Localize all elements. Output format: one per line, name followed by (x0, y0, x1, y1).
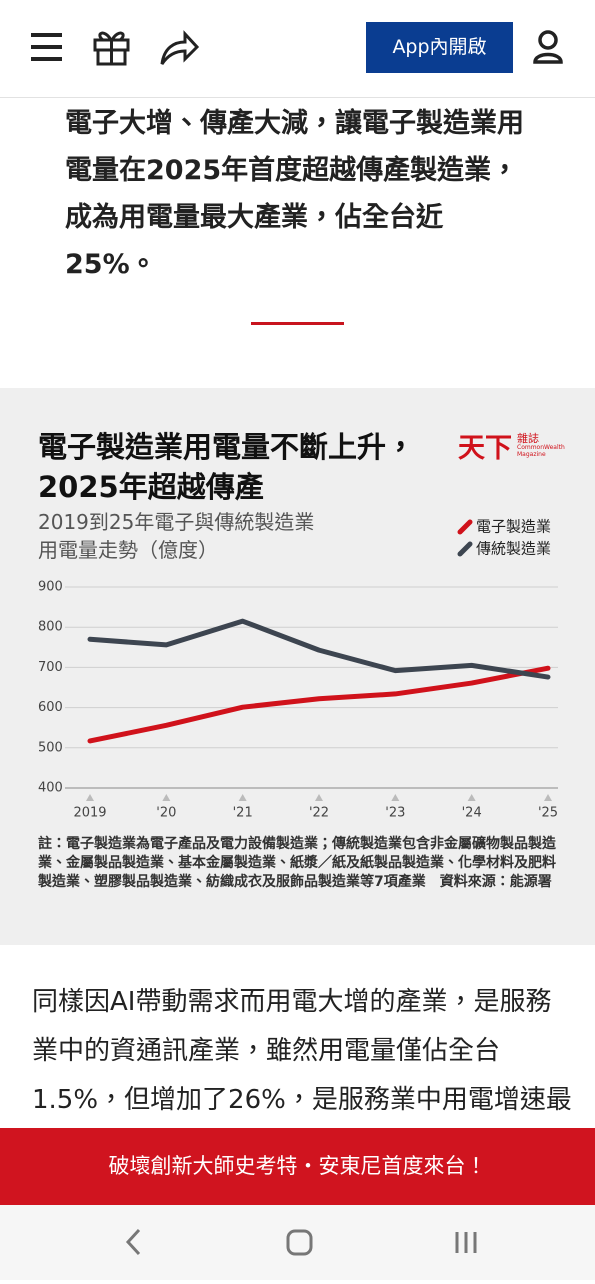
x-tick-label: 2019 (73, 806, 106, 821)
lead-paragraph: 電子大增、傳產大減，讓電子製造業用電量在2025年首度超越傳產製造業，成為用電量… (65, 108, 524, 280)
nav-bar (0, 1205, 595, 1280)
app-open-button[interactable]: App內開啟 (366, 22, 513, 73)
promo-banner[interactable]: 破壞創新大師史考特・安東尼首度來台！ (0, 1128, 595, 1205)
chart-title: 2025年超越傳產 (38, 470, 264, 504)
x-tick-label: '21 (233, 806, 253, 821)
legend-swatch (457, 519, 473, 535)
logo-english: CommonWealth Magazine (517, 444, 565, 458)
gift-icon[interactable] (93, 31, 130, 66)
x-tick-label: '24 (462, 806, 482, 821)
chart-note: 註：電子製造業為電子產品及電力設備製造業；傳統製造業包含非金屬礦物製品製造業、金… (38, 836, 556, 890)
chart-subtitle: 2019到25年電子與傳統製造業 (38, 510, 315, 534)
x-tick-label: '25 (538, 806, 558, 821)
logo: 天下 (458, 433, 512, 464)
y-tick-label: 800 (38, 620, 63, 635)
y-tick-label: 700 (38, 660, 63, 675)
back-button[interactable] (125, 1228, 141, 1256)
recents-button[interactable] (455, 1232, 477, 1253)
y-tick-label: 900 (38, 580, 63, 595)
chart-subtitle: 用電量走勢（億度） (38, 538, 218, 562)
series-line (87, 665, 551, 744)
y-tick-label: 400 (38, 781, 63, 796)
x-tick-marker (86, 794, 94, 801)
legend-label: 傳統製造業 (476, 540, 551, 558)
x-tick-label: '22 (309, 806, 329, 821)
header-icons (31, 30, 563, 66)
legend-swatch (457, 541, 473, 557)
chart-panel: 400 500 600 700 800 900 2019 '20 '21 '22 '23 '24 '25… (0, 388, 595, 945)
series-line (87, 618, 551, 680)
menu-icon[interactable] (31, 33, 62, 61)
x-tick-marker (544, 794, 552, 801)
x-tick-marker (391, 794, 400, 801)
home-button[interactable] (286, 1229, 313, 1256)
chart: 400 500 600 700 800 900 2019 '20 '21 '22 '23 '24 '25… (38, 518, 558, 821)
x-tick-marker (162, 794, 171, 801)
y-tick-label: 600 (38, 700, 63, 715)
x-tick-marker (315, 794, 323, 801)
y-tick-label: 500 (38, 740, 63, 755)
x-tick-label: '23 (385, 806, 405, 821)
x-tick-marker (467, 794, 476, 801)
top-bar: App內開啟 (0, 0, 595, 98)
body-paragraph: 同樣因AI帶動需求而用電大增的產業，是服務業中的資通訊產業，雖然用電量僅佔全台1… (32, 987, 572, 1115)
legend-label: 電子製造業 (476, 518, 551, 536)
user-icon[interactable] (533, 30, 563, 64)
chart-title: 電子製造業用電量不斷上升， (38, 430, 416, 464)
logo-side: 雜誌 (517, 432, 539, 445)
x-tick-marker (238, 794, 247, 801)
nav-icons (125, 1228, 477, 1256)
share-icon[interactable] (160, 30, 200, 65)
x-tick-label: '20 (156, 806, 176, 821)
divider (251, 322, 344, 325)
